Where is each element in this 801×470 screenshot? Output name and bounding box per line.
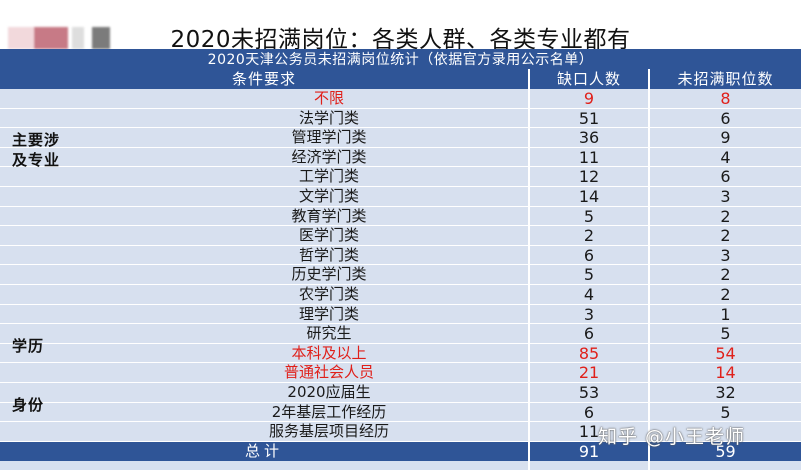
total-label: 总计 [244, 441, 283, 460]
row-shortage: 53 [578, 382, 600, 402]
table-row: 服务基层项目经历 11 [0, 422, 801, 442]
row-positions: 9 [720, 128, 731, 148]
row-shortage: 12 [578, 167, 600, 187]
blurred-logo [8, 27, 120, 49]
row-positions: 3 [720, 186, 731, 206]
row-positions: 6 [720, 108, 731, 128]
row-positions: 14 [715, 363, 736, 383]
table-row: 工学门类 12 6 [0, 167, 801, 187]
header-condition: 条件要求 [0, 69, 528, 89]
row-condition: 历史学门类 [291, 265, 367, 284]
table-row: 农学门类 4 2 [0, 285, 801, 305]
table-row: 2年基层工作经历 6 5 [0, 403, 801, 423]
table-row: 医学门类 2 2 [0, 226, 801, 246]
row-condition: 哲学门类 [298, 245, 359, 264]
row-condition: 2年基层工作经历 [271, 402, 387, 421]
watermark: 知乎 @小王老师 [598, 426, 746, 448]
row-condition: 管理学门类 [291, 128, 367, 147]
group-label-major: 主要涉 及专业 [12, 131, 61, 169]
total-positions: 59 [715, 441, 736, 461]
row-positions: 5 [720, 402, 731, 422]
row-positions: 1 [720, 304, 731, 324]
table-row: 经济学门类 11 4 [0, 148, 801, 168]
row-positions: 6 [720, 167, 731, 187]
group-label-education: 学历 [12, 337, 45, 355]
table-row: 法学门类 51 6 [0, 109, 801, 129]
row-condition: 文学门类 [298, 186, 359, 205]
row-positions: 32 [715, 382, 736, 402]
row-shortage: 21 [578, 363, 600, 383]
table-row: 普通社会人员 21 14 [0, 363, 801, 383]
row-condition: 医学门类 [298, 226, 359, 245]
table-row: 本科及以上 85 54 [0, 344, 801, 364]
total-row: 总计 91 59 [0, 441, 801, 462]
row-shortage: 11 [578, 147, 600, 167]
row-shortage: 3 [583, 304, 595, 324]
row-condition: 服务基层项目经历 [268, 422, 389, 441]
total-shortage: 91 [578, 441, 600, 461]
row-condition: 普通社会人员 [283, 363, 374, 382]
row-condition: 工学门类 [298, 167, 359, 186]
row-shortage: 85 [578, 343, 600, 363]
row-positions: 3 [720, 245, 731, 265]
row-shortage: 5 [583, 206, 595, 226]
row-positions: 5 [720, 324, 731, 344]
row-shortage: 14 [578, 186, 600, 206]
row-shortage: 51 [578, 108, 600, 128]
table-row: 研究生 6 5 [0, 324, 801, 344]
row-condition: 2020应届生 [287, 382, 371, 401]
column-divider [528, 69, 530, 470]
row-positions: 2 [720, 265, 731, 285]
row-positions: 2 [720, 206, 731, 226]
table-body: 不限 9 8 法学门类 51 6 管理学门类 36 9 经济学门类 11 4 工学门类 12 6 文学门类 14… [0, 89, 801, 462]
header-shortage: 缺口人数 [530, 69, 648, 89]
table-caption: 2020天津公务员未招满岗位统计（依据官方录用公示名单） [0, 52, 801, 69]
row-positions: 2 [720, 226, 731, 246]
row-positions: 4 [720, 147, 731, 167]
row-condition: 法学门类 [298, 108, 359, 127]
row-shortage: 6 [583, 402, 595, 422]
column-divider [648, 69, 650, 470]
table-row: 理学门类 3 1 [0, 305, 801, 325]
row-condition: 不限 [313, 89, 344, 107]
row-condition: 理学门类 [298, 304, 359, 323]
row-condition: 研究生 [306, 324, 352, 343]
table-row: 管理学门类 36 9 [0, 128, 801, 148]
row-shortage: 4 [583, 284, 595, 304]
row-shortage: 6 [583, 245, 595, 265]
row-positions: 8 [720, 89, 731, 108]
row-positions: 2 [720, 284, 731, 304]
table-row: 2020应届生 53 32 [0, 383, 801, 403]
row-shortage: 5 [583, 265, 595, 285]
row-shortage: 2 [583, 226, 595, 246]
table-row: 文学门类 14 3 [0, 187, 801, 207]
table-row: 历史学门类 5 2 [0, 265, 801, 285]
row-shortage: 11 [578, 422, 600, 442]
header-positions: 未招满职位数 [650, 69, 801, 89]
row-shortage: 9 [583, 89, 595, 108]
table-row: 哲学门类 6 3 [0, 246, 801, 266]
table-row: 教育学门类 5 2 [0, 207, 801, 227]
row-shortage: 6 [583, 324, 595, 344]
table-row: 不限 9 8 [0, 89, 801, 109]
row-condition: 经济学门类 [291, 147, 367, 166]
row-condition: 农学门类 [298, 284, 359, 303]
stats-table [0, 52, 801, 470]
slide-title: 2020未招满岗位：各类人群、各类专业都有 [170, 27, 631, 53]
group-label-identity: 身份 [12, 396, 45, 414]
row-shortage: 36 [578, 128, 600, 148]
row-condition: 本科及以上 [291, 343, 367, 362]
row-condition: 教育学门类 [291, 206, 367, 225]
title-divider [0, 49, 801, 52]
row-positions: 54 [715, 343, 736, 363]
